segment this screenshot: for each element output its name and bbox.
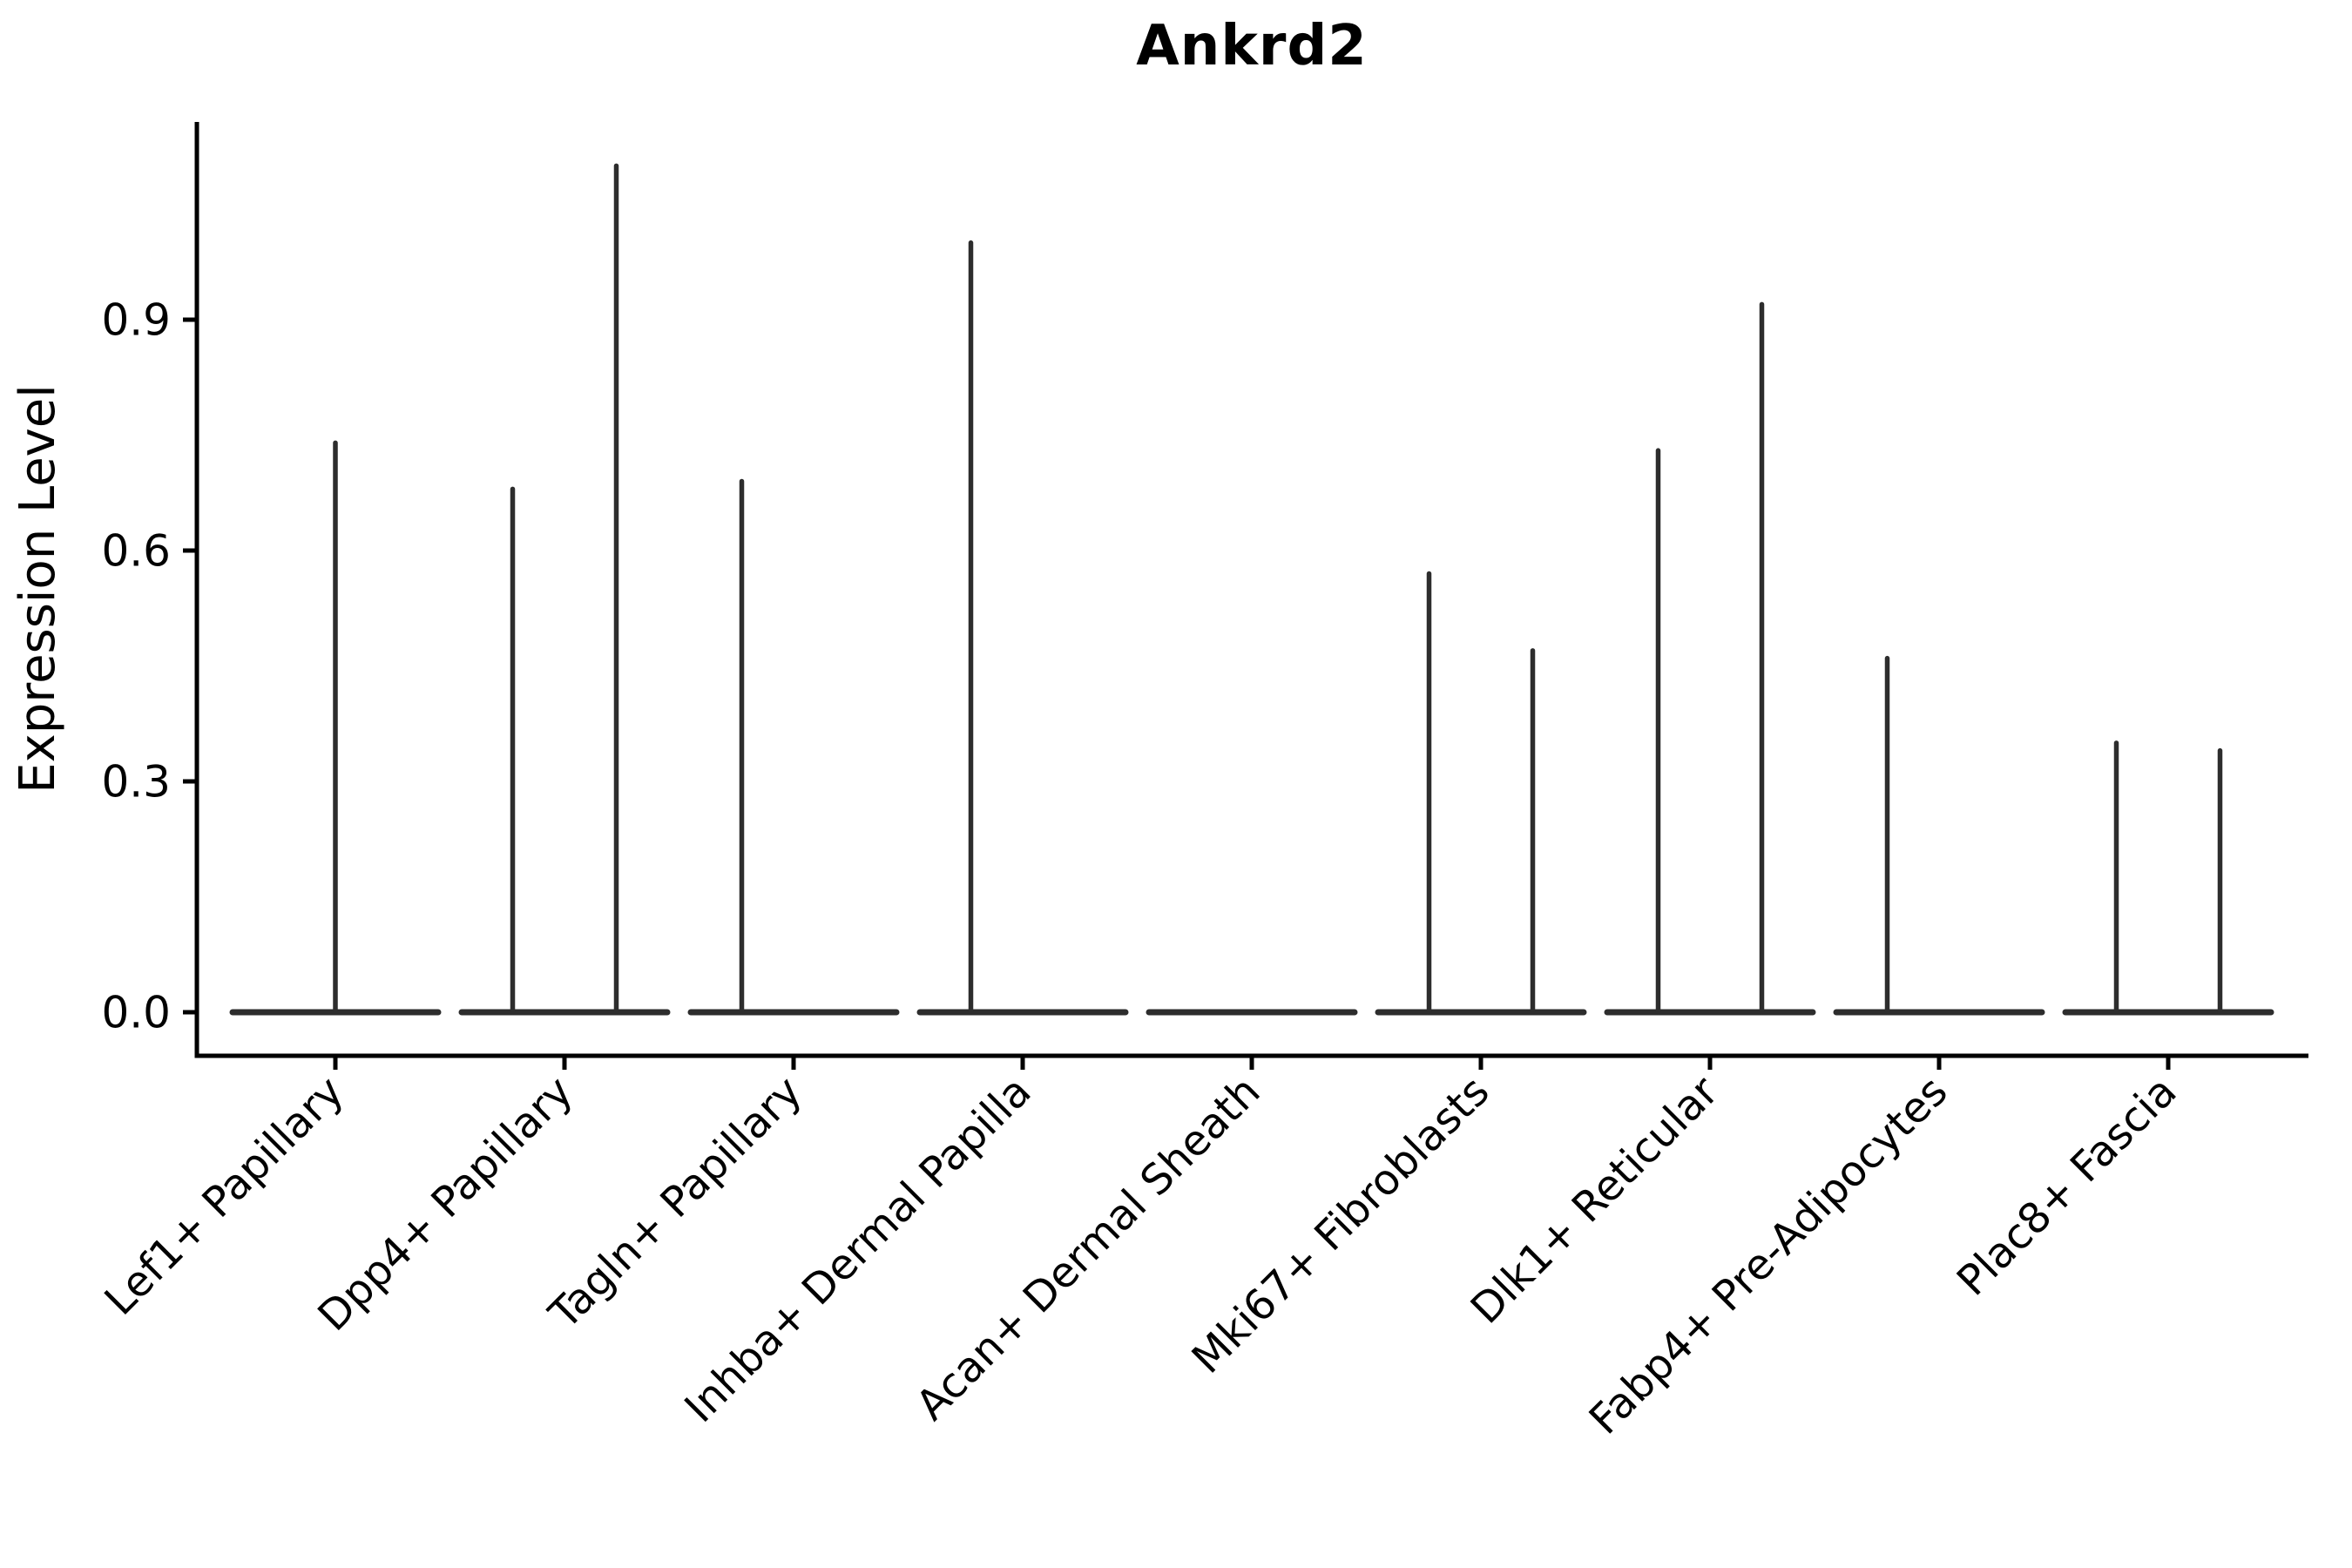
x-tick-label: Tagln+ Papillary — [539, 1067, 811, 1339]
x-tick-label: Dlk1+ Reticular — [1462, 1067, 1728, 1334]
y-tick-label: 0.3 — [101, 757, 171, 808]
x-tick-label: Lef1+ Papillary — [96, 1067, 354, 1325]
x-tick-label: Plac8+ Fascia — [1948, 1067, 2186, 1306]
y-tick-label: 0.0 — [101, 988, 171, 1038]
y-tick-label: 0.6 — [101, 526, 171, 577]
y-tick-label: 0.9 — [101, 295, 171, 346]
x-tick-label: Dpp4+ Papillary — [308, 1067, 582, 1341]
chart-title: Ankrd2 — [1136, 14, 1368, 78]
y-axis-label: Expression Level — [10, 384, 66, 794]
